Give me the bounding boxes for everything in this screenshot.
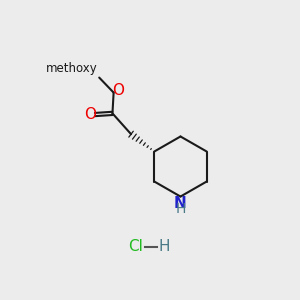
Text: methoxy: methoxy [46, 62, 97, 75]
Text: H: H [175, 202, 186, 216]
Text: O: O [84, 107, 96, 122]
Text: N: N [174, 196, 187, 211]
Text: H: H [158, 239, 170, 254]
Text: O: O [112, 83, 124, 98]
Text: Cl: Cl [128, 239, 143, 254]
